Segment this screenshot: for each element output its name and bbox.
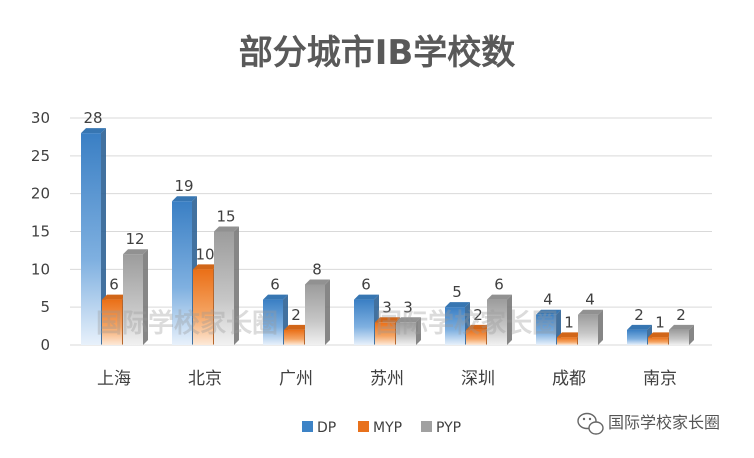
legend-item-myp: MYP [358,420,402,436]
bar-pyp [123,249,148,345]
legend-label: MYP [373,420,402,436]
bar-dp [263,294,288,345]
data-label: 1 [655,313,665,331]
y-tick-label: 5 [40,298,50,316]
y-tick-label: 30 [31,109,50,127]
x-category-label: 成都 [552,369,586,389]
watermark-text: 国际学校家长圈 [96,308,278,339]
x-axis-categories: 上海 北京 广州 苏州 深圳 成都 南京 [97,369,677,389]
data-label: 4 [543,291,553,309]
data-label: 2 [473,306,483,324]
y-tick-label: 15 [31,223,50,241]
bars [81,128,694,345]
data-label: 2 [676,306,686,324]
data-label: 1 [564,313,574,331]
bar-pyp [305,279,330,345]
x-category-label: 深圳 [461,369,495,389]
wechat-icon [577,412,604,435]
data-label: 6 [109,276,119,294]
legend-swatch [358,421,369,432]
legend-swatch [302,421,313,432]
y-tick-label: 0 [40,336,50,354]
wechat-account-name: 国际学校家长圈 [608,413,720,432]
watermarks: 国际学校家长圈 国际学校家长圈 [96,308,558,339]
x-category-label: 北京 [188,369,222,389]
data-label: 6 [270,276,280,294]
wechat-badge: 国际学校家长圈 [577,412,720,435]
x-category-label: 南京 [643,369,677,389]
data-label: 2 [634,306,644,324]
data-label: 10 [195,245,214,263]
y-tick-label: 25 [31,147,50,165]
data-label: 3 [403,298,413,316]
data-label: 28 [83,109,102,127]
data-label: 8 [312,260,322,278]
bar-pyp [669,324,694,345]
legend-item-pyp: PYP [421,420,461,436]
legend-label: PYP [436,420,461,436]
data-label: 6 [361,276,371,294]
legend-label: DP [317,420,336,436]
y-tick-label: 20 [31,185,50,203]
data-label: 2 [291,306,301,324]
data-label: 6 [494,276,504,294]
data-label: 15 [216,208,235,226]
chart-title: 部分城市IB学校数 [239,33,516,73]
data-label: 3 [382,298,392,316]
legend-item-dp: DP [302,420,336,436]
watermark-text: 国际学校家长圈 [376,308,558,339]
legend: DP MYP PYP [302,420,461,436]
data-label: 5 [452,283,462,301]
bar-pyp [578,309,603,345]
bar-pyp [214,226,239,345]
data-label: 4 [585,291,595,309]
bar-pyp [487,294,512,345]
y-tick-label: 10 [31,260,50,278]
legend-swatch [421,421,432,432]
data-label: 12 [125,230,144,248]
x-category-label: 广州 [279,369,313,389]
bar-dp [81,128,106,345]
data-label: 19 [174,177,193,195]
bar-pyp [396,317,421,345]
x-category-label: 上海 [97,369,131,389]
x-category-label: 苏州 [370,369,404,389]
y-axis-ticks: 0 5 10 15 20 25 30 [31,109,50,354]
